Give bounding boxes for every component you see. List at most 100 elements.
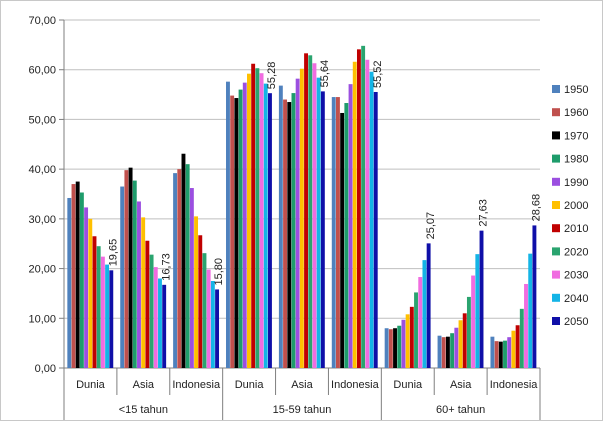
bar-2030-8 bbox=[524, 283, 528, 368]
data-label: 55,28 bbox=[266, 62, 278, 90]
bar-1980-5 bbox=[344, 103, 349, 369]
y-tick-label: 40,00 bbox=[28, 164, 56, 176]
bar-1990-6 bbox=[401, 319, 406, 368]
bar-2000-5 bbox=[352, 61, 357, 368]
bar-1950-4 bbox=[278, 85, 283, 369]
bar-2050-6 bbox=[426, 243, 431, 368]
x-category-label: Dunia bbox=[393, 379, 423, 391]
bar-1980-8 bbox=[503, 340, 507, 368]
bar-1970-1 bbox=[128, 167, 133, 368]
bar-2030-3 bbox=[259, 73, 264, 368]
bar-1990-2 bbox=[189, 188, 194, 368]
bar-2030-2 bbox=[206, 269, 211, 368]
bar-2040-5 bbox=[369, 71, 374, 368]
legend-swatch-1980 bbox=[552, 154, 560, 163]
y-tick-label: 50,00 bbox=[28, 114, 56, 126]
bar-1990-7 bbox=[454, 327, 459, 368]
bar-1960-4 bbox=[283, 99, 287, 368]
bar-2010-1 bbox=[145, 240, 150, 368]
bar-2040-1 bbox=[158, 278, 162, 368]
bar-1970-6 bbox=[393, 328, 397, 368]
bar-1970-7 bbox=[445, 336, 450, 368]
legend-swatch-2020 bbox=[552, 247, 560, 256]
bar-1990-1 bbox=[137, 201, 141, 368]
legend-label: 2040 bbox=[564, 293, 588, 305]
bar-2000-6 bbox=[405, 314, 410, 368]
bar-2050-1 bbox=[162, 284, 167, 368]
bar-2050-0 bbox=[109, 270, 114, 368]
bar-1950-1 bbox=[120, 186, 125, 368]
x-category-label: Asia bbox=[133, 379, 155, 391]
bar-1970-4 bbox=[287, 102, 292, 368]
bar-1980-6 bbox=[397, 325, 402, 368]
bar-2020-5 bbox=[361, 45, 366, 368]
bar-2000-3 bbox=[247, 73, 251, 368]
bar-1960-1 bbox=[124, 170, 129, 368]
x-group-label: 60+ tahun bbox=[436, 404, 485, 416]
legend-swatch-2010 bbox=[552, 224, 560, 233]
bar-1960-5 bbox=[335, 97, 340, 368]
bar-1960-6 bbox=[388, 329, 393, 368]
bar-2020-2 bbox=[202, 253, 207, 368]
data-label: 28,68 bbox=[531, 194, 543, 222]
bar-1980-4 bbox=[291, 93, 296, 368]
bar-2010-2 bbox=[198, 235, 203, 368]
x-group-label: 15-59 tahun bbox=[273, 404, 332, 416]
bar-2030-6 bbox=[418, 277, 423, 368]
legend-swatch-2040 bbox=[552, 293, 560, 302]
bar-1950-6 bbox=[384, 328, 389, 368]
bar-2000-8 bbox=[511, 330, 516, 368]
legend-label: 1960 bbox=[564, 107, 588, 119]
legend-swatch-2050 bbox=[552, 317, 560, 325]
bar-1970-3 bbox=[234, 98, 239, 369]
bar-2020-0 bbox=[96, 246, 101, 368]
bar-1950-5 bbox=[331, 97, 336, 368]
bar-2040-2 bbox=[210, 281, 215, 368]
data-label: 16,73 bbox=[160, 253, 172, 281]
bar-1960-8 bbox=[494, 341, 499, 368]
bar-2040-0 bbox=[105, 264, 110, 368]
y-tick-label: 20,00 bbox=[28, 264, 56, 276]
bar-1950-0 bbox=[67, 197, 72, 368]
bar-1980-0 bbox=[79, 192, 84, 368]
bar-1980-1 bbox=[132, 180, 137, 368]
bar-2020-8 bbox=[519, 308, 524, 368]
legend-label: 2030 bbox=[564, 270, 588, 282]
x-category-label: Dunia bbox=[235, 379, 265, 391]
bar-2050-8 bbox=[532, 225, 537, 368]
bar-1990-8 bbox=[507, 337, 512, 368]
x-category-label: Indonesia bbox=[490, 379, 539, 391]
bar-2030-7 bbox=[471, 275, 476, 368]
bar-2010-3 bbox=[251, 63, 256, 368]
legend-swatch-1950 bbox=[552, 85, 560, 93]
legend-swatch-1970 bbox=[552, 131, 560, 140]
legend-swatch-1960 bbox=[552, 108, 560, 117]
bar-1960-0 bbox=[71, 184, 76, 368]
bar-2000-0 bbox=[88, 218, 93, 368]
bar-1970-2 bbox=[181, 153, 186, 368]
legend-label: 2050 bbox=[564, 316, 588, 328]
bar-2020-7 bbox=[466, 296, 471, 368]
bar-1950-3 bbox=[226, 81, 230, 369]
x-category-label: Asia bbox=[450, 379, 472, 391]
bar-2050-5 bbox=[373, 91, 378, 369]
data-label: 27,63 bbox=[478, 199, 490, 227]
bar-2010-7 bbox=[462, 313, 467, 368]
bar-1990-3 bbox=[242, 82, 247, 368]
x-category-label: Dunia bbox=[76, 379, 106, 391]
bar-2000-1 bbox=[141, 217, 146, 368]
legend-swatch-2000 bbox=[552, 201, 560, 209]
legend-label: 1950 bbox=[564, 84, 588, 96]
bar-2030-5 bbox=[365, 59, 370, 369]
data-label: 55,64 bbox=[319, 60, 331, 88]
bar-2010-4 bbox=[304, 53, 308, 369]
bar-1970-8 bbox=[498, 341, 503, 368]
y-tick-label: 0,00 bbox=[35, 363, 56, 375]
bar-1980-7 bbox=[450, 333, 455, 368]
bar-1960-2 bbox=[177, 169, 182, 368]
bar-1980-3 bbox=[238, 89, 243, 368]
bar-2020-1 bbox=[149, 254, 154, 368]
bar-2030-0 bbox=[100, 256, 105, 368]
